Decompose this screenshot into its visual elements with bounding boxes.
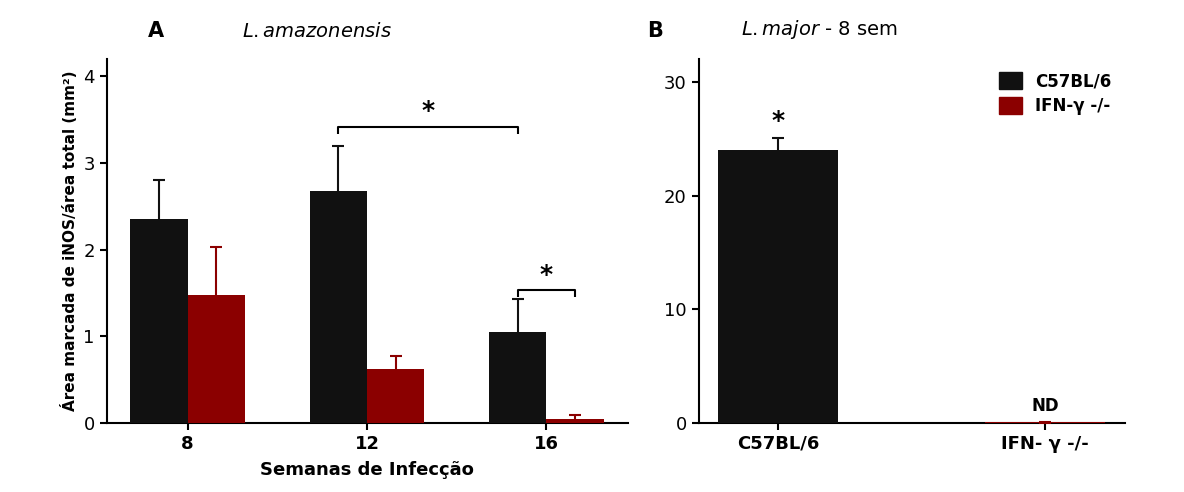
Text: $\it{L. amazonensis}$: $\it{L. amazonensis}$ <box>242 22 392 41</box>
X-axis label: Semanas de Infecção: Semanas de Infecção <box>260 461 474 479</box>
Legend: C57BL/6, IFN-γ -/-: C57BL/6, IFN-γ -/- <box>993 67 1117 121</box>
Text: A: A <box>148 21 165 41</box>
Bar <box>367 369 424 423</box>
Text: *: * <box>540 263 553 287</box>
Text: $\it{L. major}$ - 8 sem: $\it{L. major}$ - 8 sem <box>741 18 897 41</box>
Bar <box>130 219 187 423</box>
Text: *: * <box>772 109 785 133</box>
Bar <box>187 295 245 423</box>
Y-axis label: Área marcada de iNOS/área total (mm²): Área marcada de iNOS/área total (mm²) <box>60 71 78 411</box>
Text: ND: ND <box>1031 397 1060 415</box>
Bar <box>718 150 838 423</box>
Text: B: B <box>648 21 663 41</box>
Bar <box>985 422 1106 423</box>
Bar <box>310 191 367 423</box>
Text: *: * <box>422 99 435 123</box>
Bar <box>547 419 604 423</box>
Bar <box>489 332 547 423</box>
